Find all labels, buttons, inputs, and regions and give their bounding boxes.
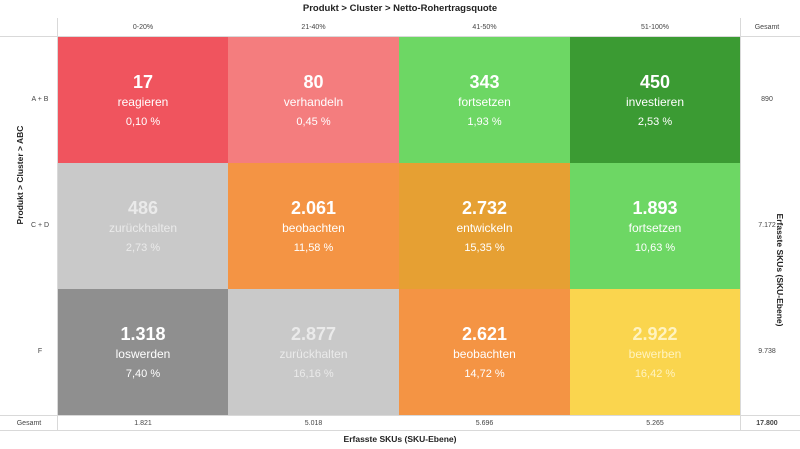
cell-action: bewerben xyxy=(628,346,682,361)
cell-count: 486 xyxy=(127,197,159,218)
total-row-header: Gesamt xyxy=(16,420,42,427)
cell-count: 2.877 xyxy=(290,323,337,344)
right-divider xyxy=(740,18,741,430)
total-column-header: Gesamt xyxy=(754,24,780,31)
x-axis-title: Produkt > Cluster > Netto-Rohertragsquot… xyxy=(302,3,498,14)
heatmap-cell: 343 fortsetzen 1,93 % xyxy=(399,37,570,163)
heatmap-cell: 486 zurückhalten 2,73 % xyxy=(58,163,228,289)
cell-share: 0,45 % xyxy=(296,115,331,128)
heatmap-cell: 17 reagieren 0,10 % xyxy=(58,37,228,163)
footer-divider xyxy=(0,415,800,416)
grand-total: 17.800 xyxy=(756,420,778,427)
left-divider xyxy=(57,18,58,430)
cell-share: 16,16 % xyxy=(293,367,334,380)
column-header: 41-50% xyxy=(472,24,497,31)
column-total: 5.696 xyxy=(475,420,494,427)
cell-action: loswerden xyxy=(115,346,171,361)
column-header: 51-100% xyxy=(640,24,670,31)
cell-count: 450 xyxy=(639,71,671,92)
header-divider xyxy=(0,36,800,37)
row-total: 9.738 xyxy=(758,348,776,355)
heatmap-cell: 1.318 loswerden 7,40 % xyxy=(58,289,228,415)
cell-count: 1.318 xyxy=(120,323,166,344)
column-total: 1.821 xyxy=(134,420,152,427)
column-total: 5.018 xyxy=(304,420,323,427)
row-header: F xyxy=(37,348,43,355)
cell-share: 10,63 % xyxy=(634,241,676,254)
column-header: 0-20% xyxy=(132,24,154,31)
cell-action: zurückhalten xyxy=(108,220,178,235)
bottom-axis-title: Erfasste SKUs (SKU-Ebene) xyxy=(343,434,457,444)
heatmap-cell: 2.877 zurückhalten 16,16 % xyxy=(228,289,399,415)
cell-count: 2.732 xyxy=(461,197,508,218)
cell-share: 0,10 % xyxy=(125,115,161,128)
heatmap-cell: 2.061 beobachten 11,58 % xyxy=(228,163,399,289)
cell-action: zurückhalten xyxy=(279,346,348,361)
cell-action: entwickeln xyxy=(456,220,513,235)
row-total: 7.172 xyxy=(758,222,776,229)
heatmap-cell: 2.732 entwickeln 15,35 % xyxy=(399,163,570,289)
cell-count: 80 xyxy=(303,71,324,92)
cell-share: 14,72 % xyxy=(464,367,505,380)
heatmap-cell: 2.621 beobachten 14,72 % xyxy=(399,289,570,415)
row-total: 890 xyxy=(761,96,773,103)
cell-share: 11,58 % xyxy=(293,241,334,254)
column-total: 5.265 xyxy=(646,420,664,427)
cell-share: 7,40 % xyxy=(125,367,161,380)
cell-action: reagieren xyxy=(117,94,169,109)
cell-count: 2.061 xyxy=(290,197,337,218)
heatmap-cell: 80 verhandeln 0,45 % xyxy=(228,37,399,163)
cell-action: beobachten xyxy=(282,220,345,235)
cell-share: 16,42 % xyxy=(634,367,676,380)
cell-count: 343 xyxy=(469,71,500,92)
footer-bottom-divider xyxy=(0,430,800,431)
cell-action: verhandeln xyxy=(283,94,344,109)
heatmap-cell: 2.922 bewerben 16,42 % xyxy=(570,289,740,415)
cell-share: 2,53 % xyxy=(637,115,673,128)
row-header: A + B xyxy=(31,96,49,103)
cell-count: 17 xyxy=(132,71,154,92)
cell-count: 2.621 xyxy=(461,323,508,344)
cell-action: investieren xyxy=(625,94,685,109)
cell-action: fortsetzen xyxy=(458,94,511,109)
cell-action: beobachten xyxy=(453,346,516,361)
row-header: C + D xyxy=(30,222,50,229)
cell-share: 15,35 % xyxy=(464,241,505,254)
cell-count: 2.922 xyxy=(632,323,678,344)
heatmap-cell: 450 investieren 2,53 % xyxy=(570,37,740,163)
y-axis-title: Produkt > Cluster > ABC xyxy=(15,125,25,225)
cell-share: 2,73 % xyxy=(125,241,161,254)
heatmap-cell: 1.893 fortsetzen 10,63 % xyxy=(570,163,740,289)
cell-count: 1.893 xyxy=(632,197,678,218)
cell-action: fortsetzen xyxy=(628,220,682,235)
column-header: 21-40% xyxy=(301,24,326,31)
cell-share: 1,93 % xyxy=(467,115,502,128)
